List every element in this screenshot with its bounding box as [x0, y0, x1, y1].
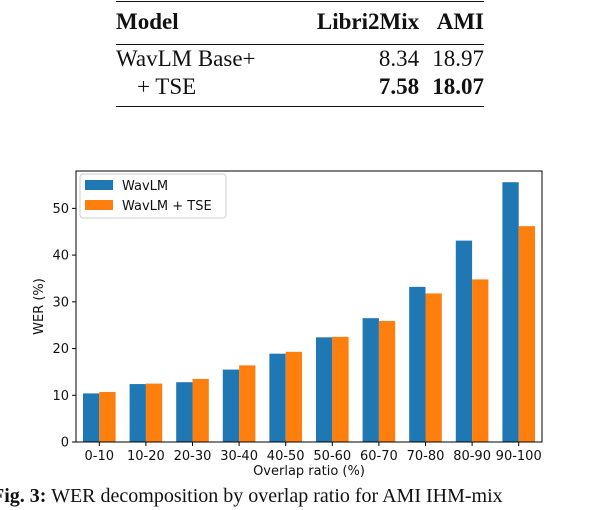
bar-wavlm-tse [378, 320, 396, 442]
y-axis-label: WER (%) [32, 278, 47, 335]
x-tick-label: 90-100 [496, 449, 542, 464]
legend-swatch [85, 180, 113, 190]
table-row: WavLM Base+ 8.34 18.97 [116, 45, 484, 73]
table-header-row: Model Libri2Mix AMI [116, 2, 484, 42]
y-tick-label: 50 [52, 202, 69, 217]
row-ami-value: 18.97 [432, 46, 484, 71]
table-mid-rule [116, 44, 484, 45]
bar-wavlm-tse [239, 365, 256, 442]
row-model-name: + TSE [137, 74, 197, 99]
figure-caption: Fig. 3: WER decomposition by overlap rat… [0, 484, 592, 508]
bar-wavlm [176, 382, 193, 442]
bar-wavlm [502, 182, 519, 442]
bar-wavlm-tse [145, 383, 163, 442]
bar-wavlm-tse [425, 293, 442, 442]
x-tick-label: 0-10 [85, 449, 115, 464]
legend-entry: WavLM + TSE [122, 199, 212, 214]
bar-wavlm [129, 384, 146, 442]
header-libri2mix: Libri2Mix [316, 9, 420, 34]
bar-wavlm [409, 286, 426, 442]
x-tick-label: 70-80 [407, 449, 445, 464]
y-tick-label: 30 [52, 295, 69, 310]
figure-caption-text: WER decomposition by overlap ratio for A… [46, 485, 503, 507]
x-tick-label: 50-60 [313, 449, 351, 464]
results-table-block: Model Libri2Mix AMI WavLM Base+ 8.34 18.… [116, 0, 484, 107]
header-model: Model [116, 9, 179, 34]
legend-box [79, 173, 227, 219]
figure-label: Fig. 3: [0, 485, 47, 507]
table-top-rule [116, 1, 484, 2]
bar-wavlm-tse [518, 226, 536, 442]
row-model-name: WavLM Base+ [116, 46, 256, 71]
y-tick-label: 20 [52, 342, 69, 357]
y-tick-label: 0 [61, 436, 69, 451]
row-libri2mix-value: 8.34 [378, 46, 420, 71]
bar-wavlm-tse [332, 336, 349, 442]
header-ami: AMI [436, 9, 484, 34]
bar-wavlm [82, 393, 100, 442]
x-axis-label: Overlap ratio (%) [253, 464, 365, 478]
bar-wavlm-tse [192, 378, 209, 442]
y-tick-label: 10 [52, 389, 69, 404]
x-tick-label: 40-50 [267, 449, 305, 464]
x-tick-label: 30-40 [220, 449, 258, 464]
legend-entry: WavLM [122, 179, 168, 194]
x-tick-label: 10-20 [127, 449, 165, 464]
x-tick-label: 20-30 [174, 449, 212, 464]
results-table: Model Libri2Mix AMI WavLM Base+ 8.34 18.… [116, 2, 484, 101]
row-ami-value: 18.07 [432, 74, 484, 99]
plot-frame [75, 170, 543, 443]
bar-wavlm-tse [99, 392, 116, 442]
legend-swatch [85, 200, 113, 210]
bar-wavlm-tse [285, 351, 303, 442]
row-libri2mix-value: 7.58 [378, 74, 420, 99]
wer-overlap-bar-chart: 0 10 20 30 40 50 0-10 10-20 20-30 30-40 40-50 50-60… [32, 170, 543, 478]
bar-wavlm-tse [472, 279, 489, 442]
y-tick-label: 40 [52, 249, 69, 264]
bar-wavlm [315, 337, 333, 442]
x-tick-label: 80-90 [453, 449, 491, 464]
x-tick-label: 60-70 [360, 449, 398, 464]
bar-wavlm [222, 369, 240, 442]
table-row: + TSE 7.58 18.07 [116, 73, 484, 101]
bar-wavlm [269, 353, 286, 442]
table-bottom-rule [116, 106, 484, 107]
bar-wavlm [362, 318, 379, 442]
bar-wavlm [455, 240, 473, 442]
